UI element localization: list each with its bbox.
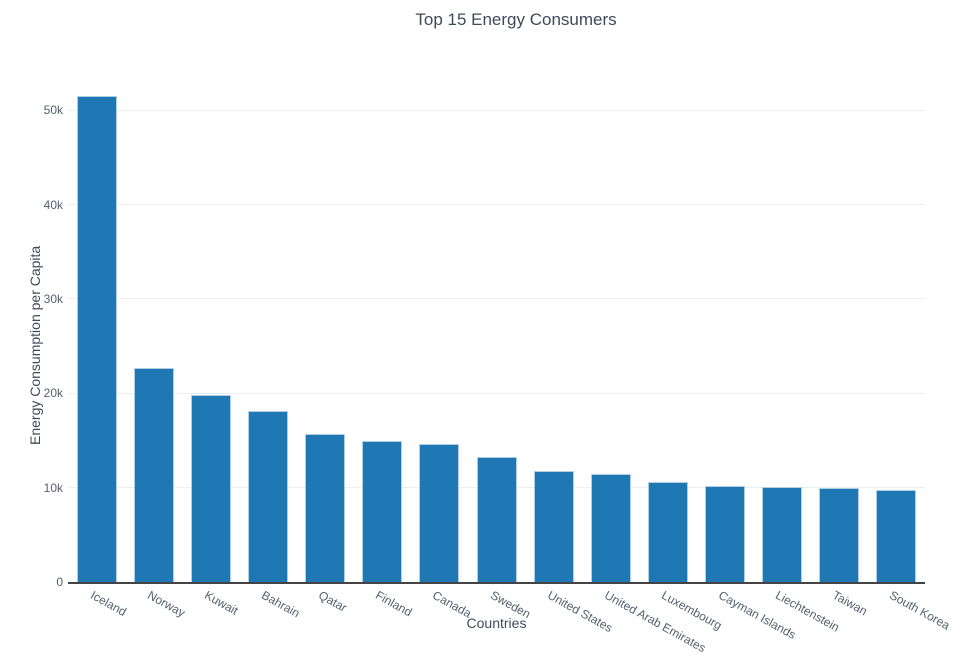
x-tick-label: Qatar [316, 588, 350, 615]
bar[interactable] [705, 485, 746, 582]
bar[interactable] [762, 486, 803, 582]
y-tick-label: 0 [56, 575, 63, 589]
bar[interactable] [476, 457, 517, 582]
x-axis-title: Countries [466, 615, 527, 631]
bar[interactable] [247, 411, 288, 582]
grid-line [68, 109, 925, 111]
bar[interactable] [533, 470, 574, 582]
chart-title: Top 15 Energy Consumers [415, 10, 617, 29]
bar[interactable] [362, 441, 403, 582]
y-tick-label: 20k [43, 386, 63, 401]
bar[interactable] [647, 481, 688, 582]
bar[interactable] [305, 433, 346, 582]
bar[interactable] [819, 487, 860, 582]
bar[interactable] [133, 367, 174, 582]
grid-line [68, 298, 925, 300]
x-axis-line [68, 582, 925, 584]
x-tick-label: Kuwait [202, 588, 241, 618]
bar[interactable] [876, 490, 917, 582]
bar[interactable] [419, 444, 460, 582]
plot-area[interactable] [68, 80, 925, 584]
bar[interactable] [76, 96, 117, 582]
y-tick-label: 10k [43, 480, 63, 495]
y-tick-label: 50k [43, 103, 63, 118]
y-axis-title: Energy Consumption per Capita [27, 245, 43, 445]
y-tick-label: 40k [43, 197, 63, 212]
grid-line [68, 392, 925, 394]
bar[interactable] [590, 473, 631, 582]
grid-line [68, 204, 925, 206]
x-tick-label: Taiwan [830, 588, 870, 619]
y-tick-label: 30k [43, 291, 63, 306]
bar[interactable] [190, 395, 231, 582]
